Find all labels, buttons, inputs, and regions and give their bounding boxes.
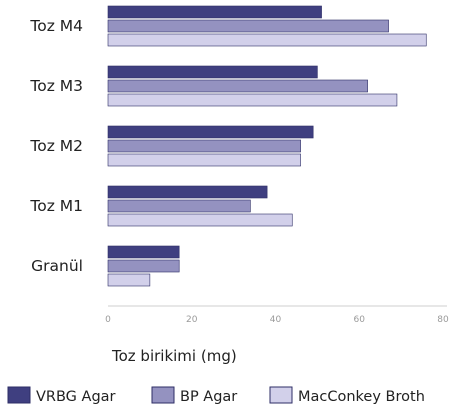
legend-label: MacConkey Broth bbox=[298, 389, 425, 405]
bar bbox=[107, 259, 180, 273]
category-label: Toz M2 bbox=[29, 137, 83, 155]
bar bbox=[107, 19, 389, 33]
bar bbox=[107, 93, 398, 107]
x-tick-label: 60 bbox=[354, 315, 366, 325]
x-tick-label: 40 bbox=[270, 315, 282, 325]
x-tick-label: 80 bbox=[437, 315, 449, 325]
category-label: Toz M4 bbox=[29, 17, 83, 35]
bar bbox=[107, 273, 151, 287]
bars bbox=[107, 5, 427, 287]
x-tick-label: 0 bbox=[105, 315, 111, 325]
category-label: Toz M1 bbox=[29, 197, 83, 215]
x-axis-ticks: 0 20 40 60 80 bbox=[105, 315, 449, 325]
legend-swatch bbox=[7, 386, 31, 404]
legend: VRBG Agar BP Agar MacConkey Broth bbox=[7, 386, 425, 405]
legend-label: VRBG Agar bbox=[36, 389, 116, 405]
legend-label: BP Agar bbox=[180, 389, 237, 405]
bar bbox=[107, 213, 293, 227]
bar bbox=[107, 5, 322, 19]
category-label: Toz M3 bbox=[29, 77, 83, 95]
category-label: Granül bbox=[31, 257, 83, 275]
bar bbox=[107, 139, 301, 153]
bar bbox=[107, 79, 368, 93]
bar bbox=[107, 33, 427, 47]
bar bbox=[107, 65, 318, 79]
legend-swatch bbox=[151, 386, 175, 404]
bar bbox=[107, 185, 268, 199]
bar bbox=[107, 153, 301, 167]
bar bbox=[107, 125, 314, 139]
bar bbox=[107, 199, 251, 213]
x-axis-title: Toz birikimi (mg) bbox=[111, 347, 237, 365]
x-tick-label: 20 bbox=[186, 315, 198, 325]
bar bbox=[107, 245, 180, 259]
category-labels: Toz M4 Toz M3 Toz M2 Toz M1 Granül bbox=[29, 17, 83, 275]
legend-swatch bbox=[269, 386, 293, 404]
